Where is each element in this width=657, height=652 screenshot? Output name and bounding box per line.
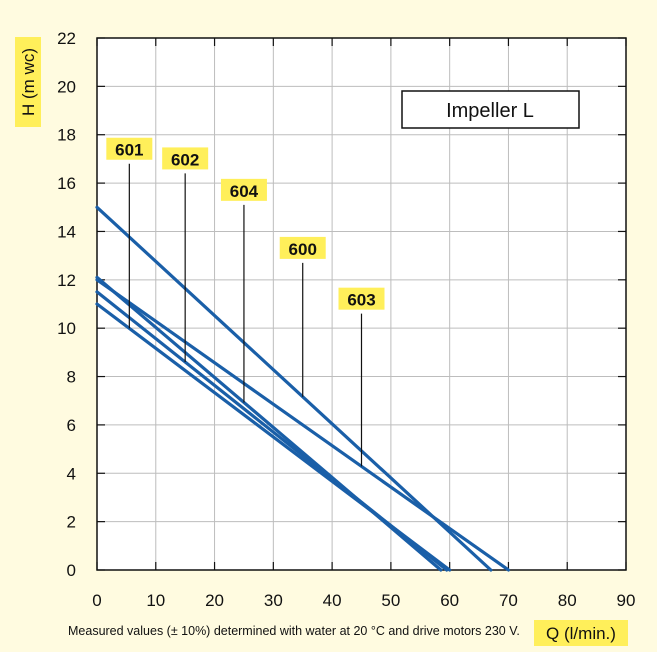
y-tick-label: 4: [67, 464, 76, 483]
x-tick-label: 80: [558, 591, 577, 610]
series-line-604: [95, 275, 443, 572]
callout-badge-602: [162, 147, 209, 170]
y-tick-label: 18: [57, 126, 76, 145]
y-tick-label: 14: [57, 222, 76, 241]
x-tick-label: 40: [323, 591, 342, 610]
series-label-603: 603: [347, 291, 375, 310]
x-ticks: 0 10 20 30 40 50 60 70 80 90: [92, 38, 635, 610]
x-tick-label: 60: [440, 591, 459, 610]
series-label-600: 600: [289, 240, 317, 259]
x-tick-label: 20: [205, 591, 224, 610]
y-axis-label: H (m wc): [15, 37, 41, 127]
callout-badge-600: [279, 236, 326, 259]
y-ticks: 0 2 4 6 8 10 12 14 16 18 20 22: [57, 29, 626, 580]
callout-badge-604: [220, 178, 267, 201]
chart-title: Impeller L: [446, 100, 534, 122]
y-tick-label: 20: [57, 77, 76, 96]
series-callouts: 601 602 604 600 603: [106, 137, 385, 467]
series-label-604: 604: [230, 182, 259, 201]
x-tick-label: 0: [92, 591, 101, 610]
y-tick-label: 12: [57, 271, 76, 290]
y-tick-label: 10: [57, 319, 76, 338]
x-axis-title: Q (l/min.): [546, 624, 616, 643]
x-tick-label: 70: [499, 591, 518, 610]
x-tick-label: 90: [617, 591, 636, 610]
series-label-601: 601: [115, 141, 143, 160]
y-tick-label: 0: [67, 561, 76, 580]
x-tick-label: 50: [381, 591, 400, 610]
series-line-603: [95, 278, 511, 572]
y-tick-label: 2: [67, 513, 76, 532]
x-tick-label: 10: [146, 591, 165, 610]
y-tick-label: 22: [57, 29, 76, 48]
title-box: Impeller L: [401, 90, 580, 129]
y-tick-label: 6: [67, 416, 76, 435]
callout-badge-603: [338, 287, 385, 310]
callout-badge-601: [106, 137, 153, 160]
x-tick-label: 30: [264, 591, 283, 610]
series-lines: [95, 205, 511, 572]
series-label-602: 602: [171, 150, 199, 169]
footnote: Measured values (± 10%) determined with …: [68, 624, 520, 638]
y-tick-label: 16: [57, 174, 76, 193]
y-axis-title: H (m wc): [19, 48, 38, 116]
y-tick-label: 8: [67, 368, 76, 387]
x-axis-label: Q (l/min.): [534, 620, 628, 646]
